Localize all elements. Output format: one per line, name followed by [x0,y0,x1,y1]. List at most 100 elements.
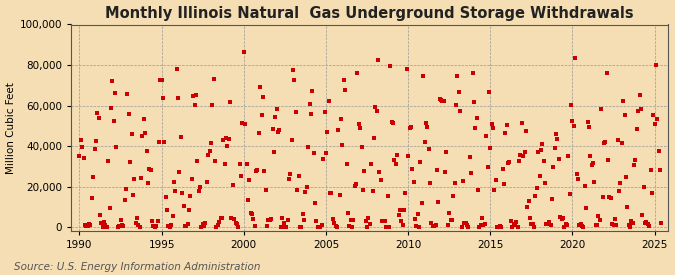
Point [341,161,352,166]
Point [596,106,607,111]
Point [289,78,300,82]
Point [163,224,174,228]
Point [311,219,322,224]
Point [329,221,340,225]
Point [447,218,458,222]
Point [144,167,155,171]
Point [522,205,533,209]
Point [118,224,129,228]
Point [418,74,429,78]
Point [560,222,571,226]
Point [393,213,404,218]
Point [563,154,574,158]
Point [499,182,510,186]
Point [351,182,362,186]
Point [335,117,346,121]
Point [552,137,563,141]
Point [84,222,95,226]
Point [545,223,556,227]
Point [292,188,302,192]
Point [600,140,611,144]
Point [237,120,248,125]
Point [293,174,304,178]
Point [470,126,481,131]
Point [371,109,382,113]
Point [325,191,335,195]
Point [400,190,411,195]
Point [185,194,196,199]
Point [464,155,475,160]
Point [530,194,541,198]
Point [579,184,590,188]
Point [167,213,178,218]
Point [211,225,222,229]
Point [111,144,122,149]
Point [333,128,344,132]
Point [529,224,539,229]
Point [533,149,543,154]
Point [434,97,445,101]
Point [215,216,226,220]
Point [267,127,278,131]
Point [302,185,313,190]
Point [364,222,375,227]
Point [223,137,234,141]
Point [196,225,207,229]
Point [502,122,512,127]
Point [166,223,177,228]
Point [503,161,514,166]
Point [321,150,331,155]
Point [303,145,314,150]
Point [367,189,378,194]
Point [138,117,149,122]
Point [107,79,117,83]
Point [242,197,253,202]
Point [227,183,238,187]
Point [562,223,572,227]
Point [419,140,430,144]
Point [278,221,289,226]
Point [426,221,437,226]
Point [585,154,595,158]
Point [165,224,176,229]
Point [430,222,441,227]
Point [408,180,419,184]
Point [441,150,452,154]
Point [515,153,526,157]
Point [620,175,631,180]
Point [611,223,622,227]
Point [489,188,500,193]
Point [510,222,520,227]
Point [92,111,103,115]
Point [578,224,589,229]
Point [86,196,97,200]
Point [134,224,145,229]
Point [605,196,616,200]
Point [159,140,170,144]
Point [221,136,232,141]
Point [274,128,285,132]
Point [300,189,310,194]
Point [156,77,167,82]
Point [547,197,558,201]
Point [89,147,100,151]
Point [392,153,402,158]
Point [427,224,438,228]
Point [592,223,603,228]
Point [407,167,418,171]
Point [354,122,364,127]
Point [136,176,146,180]
Point [319,110,330,114]
Point [477,215,487,220]
Point [304,101,315,106]
Point [485,145,495,150]
Point [290,109,301,114]
Point [537,142,547,147]
Point [496,224,507,229]
Point [649,122,660,127]
Point [103,159,113,164]
Point [96,221,107,225]
Point [315,225,326,229]
Point [630,158,641,163]
Point [226,216,237,220]
